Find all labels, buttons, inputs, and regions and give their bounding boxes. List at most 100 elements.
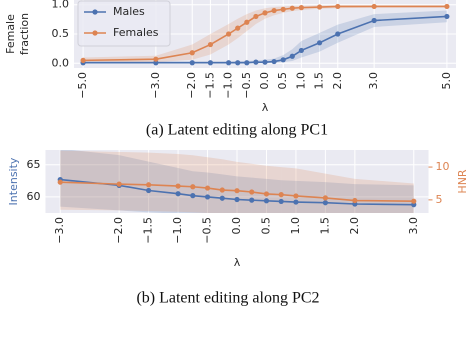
- error-band: [237, 176, 252, 213]
- point: [444, 13, 450, 20]
- point: [189, 50, 195, 56]
- y-axis-label: Female: [4, 14, 17, 54]
- error-band: [266, 178, 282, 213]
- point: [80, 57, 86, 63]
- error-band: [60, 150, 120, 211]
- error-band: [281, 167, 296, 213]
- point: [57, 179, 63, 185]
- point: [335, 3, 341, 10]
- y-axis-label: Intensity: [7, 157, 20, 205]
- plot: [57, 150, 417, 213]
- x-tick-label: −1.0: [171, 217, 184, 244]
- point: [175, 183, 181, 189]
- legend-marker: [92, 9, 98, 15]
- point: [352, 197, 358, 204]
- error-band: [237, 161, 252, 213]
- error-band: [192, 155, 208, 213]
- error-band: [281, 180, 296, 213]
- caption: (a) Latent editing along PC1: [146, 122, 328, 139]
- x-tick-label: 1.0: [289, 217, 302, 235]
- x-tick-label: 2.0: [348, 217, 361, 235]
- x-tick-label: −1.5: [142, 217, 155, 244]
- error-band: [251, 177, 267, 213]
- x-tick-label: 0.5: [276, 72, 289, 90]
- y-tick-label: 0.5: [52, 27, 70, 40]
- point: [322, 195, 328, 201]
- point: [116, 181, 122, 187]
- point: [262, 59, 268, 65]
- x-tick-label: 1.5: [313, 72, 326, 90]
- error-band: [60, 150, 120, 211]
- point: [190, 193, 196, 199]
- error-band: [178, 168, 193, 213]
- point: [293, 199, 299, 205]
- x-tick-label: 0.0: [258, 72, 271, 90]
- y-axis-label: fraction: [18, 13, 31, 55]
- x-tick-label: −1.5: [203, 72, 216, 99]
- point: [226, 31, 232, 37]
- x-tick-label: −0.5: [201, 217, 214, 244]
- point: [444, 3, 450, 10]
- point: [207, 41, 214, 48]
- error-band: [192, 34, 211, 60]
- point: [249, 189, 255, 195]
- chart: −5.0 −3.0 −2.0 −1.5 −1.0 −0.5 0.0 0.5 1.0 1.5 2.0 3…: [4, 0, 456, 139]
- error-band: [207, 157, 223, 213]
- point: [226, 60, 232, 66]
- x-tick-label: −2.0: [112, 217, 125, 244]
- point: [175, 191, 181, 197]
- point: [235, 25, 241, 31]
- point: [278, 192, 284, 198]
- legend-label: Females: [113, 26, 159, 39]
- point: [280, 57, 286, 63]
- point: [153, 56, 159, 62]
- point: [316, 4, 323, 10]
- x-tick-label: 0.5: [259, 217, 272, 235]
- point: [262, 10, 268, 16]
- x-tick-label: −0.5: [240, 72, 253, 99]
- y-tick-label: 65: [27, 158, 41, 171]
- error-band: [222, 159, 237, 213]
- error-band: [325, 173, 355, 213]
- error-band: [192, 171, 208, 213]
- error-band: [354, 178, 414, 213]
- point: [371, 3, 377, 10]
- point: [293, 193, 299, 199]
- point: [244, 60, 250, 66]
- x-tick-label: 2.0: [331, 72, 344, 90]
- error-band: [207, 172, 223, 213]
- point: [244, 19, 250, 25]
- error-band: [301, 32, 320, 58]
- point: [298, 47, 304, 54]
- y2-tick-label: 10: [436, 160, 450, 173]
- error-band: [295, 168, 326, 213]
- caption: (b) Latent editing along PC2: [136, 290, 319, 307]
- error-band: [119, 151, 149, 212]
- point: [207, 60, 214, 66]
- point: [263, 191, 270, 197]
- point: [289, 53, 295, 59]
- x-tick-label: −3.0: [149, 72, 162, 99]
- x-tick-label: 1.0: [294, 72, 307, 90]
- point: [280, 6, 286, 12]
- point: [235, 60, 241, 66]
- point: [189, 60, 195, 66]
- point: [289, 5, 295, 11]
- x-axis-label: λ: [234, 256, 241, 269]
- x-tick-label: 0.0: [230, 217, 243, 235]
- point: [234, 188, 240, 194]
- error-band: [354, 184, 414, 213]
- x-tick-label: −2.0: [185, 72, 198, 99]
- point: [271, 58, 277, 65]
- y2-tick-label: 5: [436, 193, 443, 206]
- plot: [80, 3, 450, 66]
- point: [204, 185, 211, 191]
- point: [371, 17, 377, 24]
- point: [219, 187, 225, 193]
- point: [219, 195, 225, 201]
- legend-marker: [92, 30, 98, 36]
- point: [249, 197, 255, 203]
- y-tick-label: 0.0: [52, 56, 70, 69]
- point: [411, 198, 417, 204]
